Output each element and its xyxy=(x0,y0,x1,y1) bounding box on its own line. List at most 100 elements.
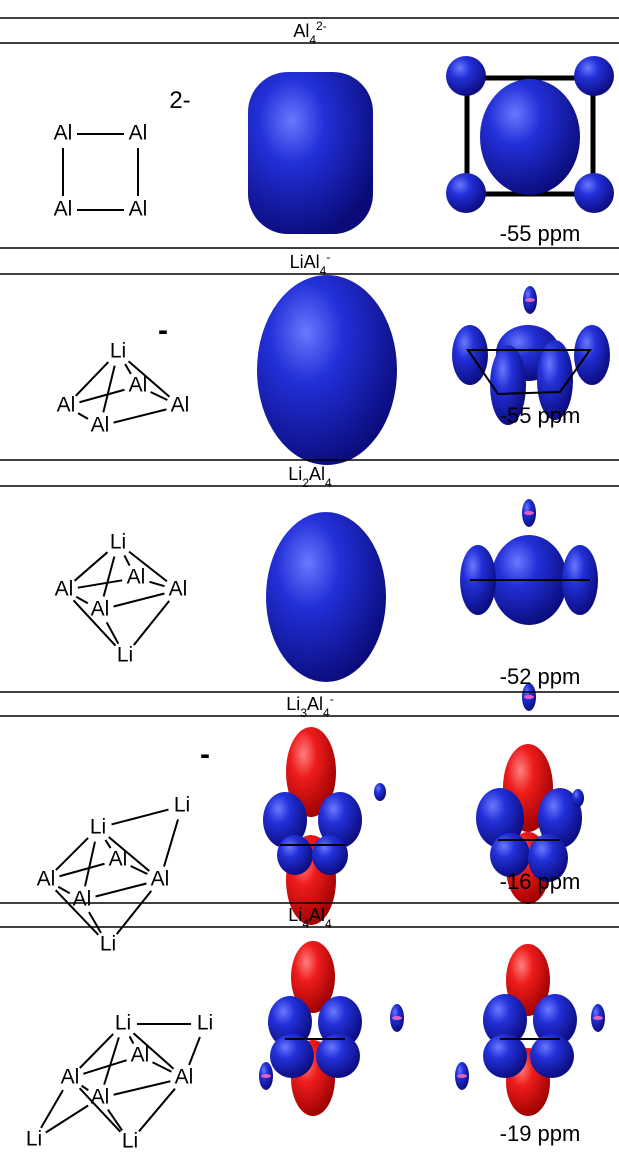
bond xyxy=(85,842,95,887)
bond xyxy=(114,593,165,606)
bond xyxy=(104,1037,119,1084)
bond xyxy=(107,622,119,643)
atom-label: Li xyxy=(117,644,133,667)
atom-label: Li xyxy=(122,1130,138,1153)
atom-label: Al xyxy=(131,1044,150,1067)
bond xyxy=(189,1037,200,1065)
bond xyxy=(76,362,109,396)
superscript: - xyxy=(330,692,334,706)
atom-label: Al xyxy=(91,598,110,621)
bond xyxy=(164,819,178,866)
bond xyxy=(96,883,147,896)
bond xyxy=(75,552,108,581)
subscript: 4 xyxy=(325,476,332,490)
bond xyxy=(139,1089,175,1132)
atom-label: Al xyxy=(171,394,190,417)
subscript: 4 xyxy=(309,33,316,47)
bond xyxy=(82,1086,89,1090)
superscript: - xyxy=(326,250,330,264)
atom-label: Al xyxy=(61,1066,80,1089)
bond xyxy=(149,582,164,586)
charge: - xyxy=(200,738,210,771)
ppm-label: -19 ppm xyxy=(500,1121,581,1146)
atom-label: Al xyxy=(109,848,128,871)
atom-label: Li xyxy=(197,1012,213,1035)
page: {"rows":[ {"title":[{"text":"Al"},{"text… xyxy=(0,0,619,1153)
title-text: Al xyxy=(293,21,309,41)
charge: 2- xyxy=(169,87,190,114)
blue-lobe xyxy=(574,325,610,385)
blue-lobe xyxy=(266,512,386,682)
atom-label: Li xyxy=(110,340,126,363)
atom-label: Li xyxy=(110,531,126,554)
atom-label: Li xyxy=(100,933,116,956)
blue-lobe xyxy=(316,1034,360,1078)
charge: - xyxy=(158,314,168,347)
pink-spot xyxy=(261,1074,271,1078)
atom-label: Al xyxy=(91,1086,110,1109)
atom-label: Al xyxy=(55,578,74,601)
blue-lobe xyxy=(312,835,348,875)
blue-lobe xyxy=(257,275,397,465)
bond xyxy=(76,597,88,603)
figure: Al42-AlAlAlAl2--55 ppmLiAl4-LiAlAlAlAl--… xyxy=(0,0,619,1153)
bond xyxy=(79,390,124,403)
title-text: LiAl xyxy=(290,252,320,272)
title-text: Al xyxy=(309,464,325,484)
bond xyxy=(80,1034,113,1068)
atom-label: Li xyxy=(174,794,190,817)
blue-lobe xyxy=(446,173,486,213)
atom-label: Al xyxy=(129,198,148,221)
atom-label: Al xyxy=(129,122,148,145)
pink-spot xyxy=(593,1016,603,1020)
bond xyxy=(89,912,101,933)
title-text: Li xyxy=(286,694,300,714)
blue-surface xyxy=(248,72,373,234)
atom-label: Al xyxy=(91,414,110,437)
pink-spot xyxy=(524,511,534,515)
blue-lobe xyxy=(574,173,614,213)
atom-label: Al xyxy=(169,578,188,601)
atom-label: Al xyxy=(127,566,146,589)
blue-lobe xyxy=(530,1034,574,1078)
ppm-label: -55 ppm xyxy=(500,221,581,246)
bond xyxy=(83,1060,126,1074)
blue-lobe xyxy=(483,1034,527,1078)
atom-label: Al xyxy=(151,868,170,891)
blue-lobe xyxy=(374,783,386,801)
bond xyxy=(124,555,129,565)
atom-label: Al xyxy=(129,374,148,397)
blue-lobe xyxy=(277,835,313,875)
atom-label: Li xyxy=(115,1012,131,1035)
bond xyxy=(78,413,88,419)
bond xyxy=(59,864,104,877)
atom-label: Al xyxy=(57,394,76,417)
atom-label: Al xyxy=(175,1066,194,1089)
blue-lobe xyxy=(270,1034,314,1078)
pink-spot xyxy=(457,1074,467,1078)
ppm-label: -55 ppm xyxy=(500,403,581,428)
atom-label: Al xyxy=(37,868,56,891)
bond xyxy=(112,810,169,825)
bond xyxy=(114,409,167,422)
subscript: 4 xyxy=(323,706,330,720)
blue-lobe xyxy=(452,325,488,385)
bond xyxy=(103,366,114,413)
atom-label: Al xyxy=(54,198,73,221)
blue-lobe xyxy=(480,79,580,195)
subscript: 4 xyxy=(325,917,332,931)
bond xyxy=(134,601,169,645)
atom-label: Al xyxy=(73,888,92,911)
bond xyxy=(114,1081,171,1095)
pink-spot xyxy=(524,695,534,699)
title-text: Li xyxy=(288,905,302,925)
pink-spot xyxy=(525,298,535,302)
blue-lobe xyxy=(446,56,486,96)
bond xyxy=(56,838,88,870)
ppm-label: -52 ppm xyxy=(500,664,581,689)
bond xyxy=(104,557,115,597)
title-text: Li xyxy=(288,464,302,484)
atom-label: Al xyxy=(54,122,73,145)
blue-lobe xyxy=(574,56,614,96)
title-text: Al xyxy=(309,905,325,925)
